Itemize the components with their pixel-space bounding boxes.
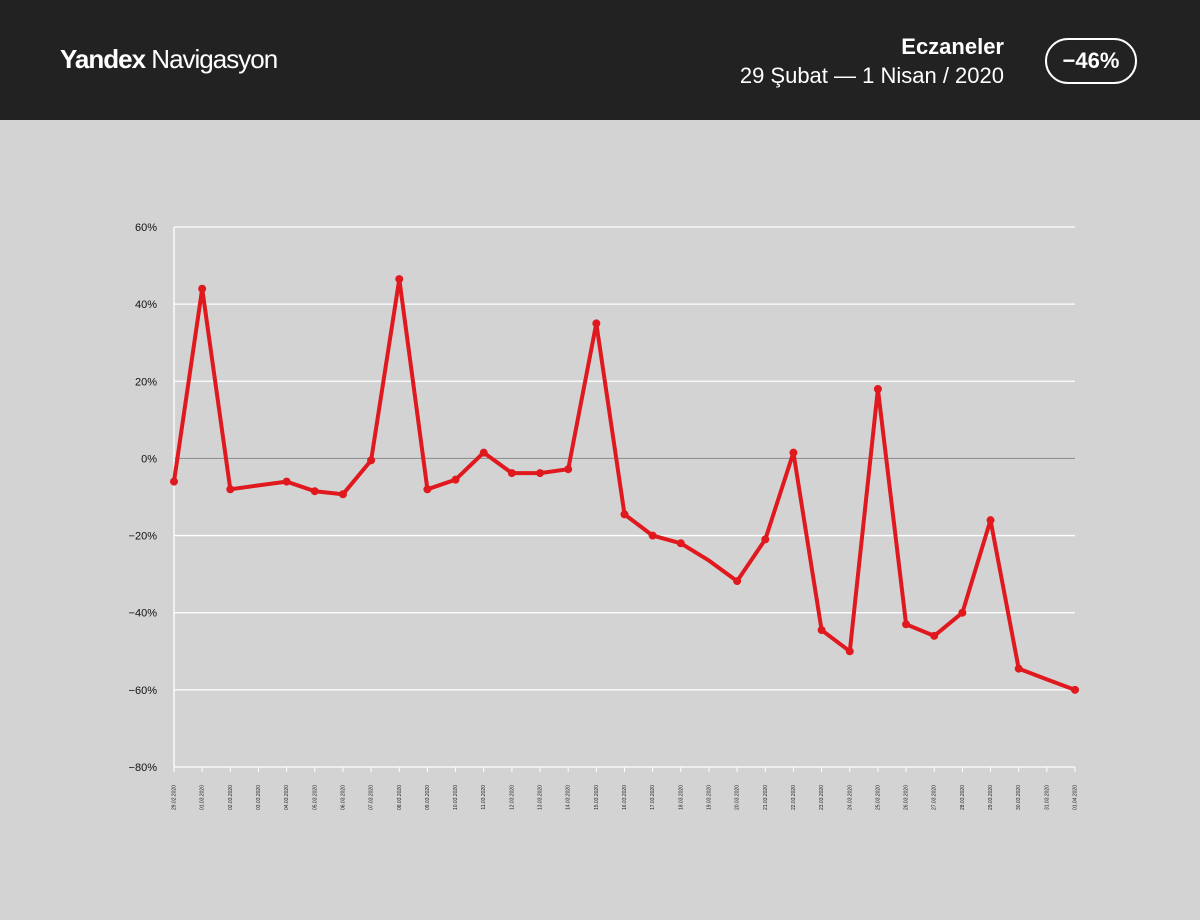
x-tick-label: 27.03.2020 xyxy=(932,785,938,810)
x-tick-label: 30.03.2020 xyxy=(1016,785,1022,810)
data-point xyxy=(507,469,516,478)
x-tick-label: 06.03.2020 xyxy=(340,785,346,810)
x-tick-label: 01.03.2020 xyxy=(200,785,206,810)
data-point xyxy=(226,485,235,494)
x-tick-labels: 29.02.2020 01.03.2020 02.03.2020 03.03.2020… xyxy=(172,785,1079,810)
data-point xyxy=(845,647,854,656)
data-point xyxy=(310,487,319,496)
data-point xyxy=(395,275,404,284)
series-eczaneler xyxy=(170,275,1079,694)
data-point xyxy=(423,485,432,494)
change-badge: −46% xyxy=(1045,38,1137,84)
x-tick-label: 05.03.2020 xyxy=(312,785,318,810)
x-tick-label: 16.03.2020 xyxy=(622,785,628,810)
data-point xyxy=(986,516,995,525)
date-range: 29 Şubat — 1 Nisan / 2020 xyxy=(739,63,1004,88)
x-tick-label: 07.03.2020 xyxy=(369,785,375,810)
y-tick-label: 40% xyxy=(135,299,157,311)
x-tick-label: 23.03.2020 xyxy=(819,785,825,810)
brand-logo: Yandex Navigasyon xyxy=(60,44,278,75)
page-title: Eczaneler xyxy=(901,34,1004,59)
x-tick-label: 13.03.2020 xyxy=(538,785,544,810)
data-point xyxy=(789,448,798,457)
x-tick-label: 02.03.2020 xyxy=(228,785,234,810)
x-tick-label: 31.03.2020 xyxy=(1044,785,1050,810)
x-tick-label: 19.03.2020 xyxy=(706,785,712,810)
y-tick-label: −40% xyxy=(129,608,158,620)
x-tick-label: 24.03.2020 xyxy=(847,785,853,810)
x-tick-label: 11.03.2020 xyxy=(481,785,487,810)
y-tick-labels: 60% 40% 20% 0% −20% −40% −60% −80% xyxy=(129,222,158,774)
data-point xyxy=(761,535,770,544)
y-tick-label: −20% xyxy=(129,531,158,543)
data-point xyxy=(367,456,376,465)
y-tick-label: 0% xyxy=(141,453,157,465)
series-line xyxy=(172,277,1077,692)
data-point xyxy=(592,319,601,328)
x-tick-label: 18.03.2020 xyxy=(678,785,684,810)
data-point xyxy=(930,631,939,640)
x-tick-label: 29.02.2020 xyxy=(172,785,178,810)
x-tick-label: 17.03.2020 xyxy=(650,785,656,810)
x-tick-label: 29.03.2020 xyxy=(988,785,994,810)
x-tick-label: 12.03.2020 xyxy=(509,785,515,810)
y-tick-label: −80% xyxy=(129,762,158,774)
data-point xyxy=(648,531,657,540)
data-point xyxy=(1071,685,1079,694)
data-point xyxy=(198,284,207,293)
data-point xyxy=(479,448,488,457)
data-point xyxy=(817,626,826,635)
x-tick-label: 20.03.2020 xyxy=(735,785,741,810)
x-tick-label: 22.03.2020 xyxy=(791,785,797,810)
x-tick-label: 26.03.2020 xyxy=(904,785,910,810)
data-point xyxy=(873,385,882,393)
y-tick-label: 20% xyxy=(135,376,157,388)
x-tick-label: 21.03.2020 xyxy=(763,785,769,810)
data-point xyxy=(733,577,742,586)
data-point xyxy=(536,469,545,478)
x-tick-label: 10.03.2020 xyxy=(453,785,459,810)
x-tick-label: 09.03.2020 xyxy=(425,785,431,810)
brand-name-bold: Yandex xyxy=(60,44,146,74)
data-point xyxy=(620,510,629,519)
y-tick-label: 60% xyxy=(135,222,157,234)
x-tick-label: 15.03.2020 xyxy=(594,785,600,810)
x-tick-label: 04.03.2020 xyxy=(284,785,290,810)
axes xyxy=(173,227,1076,772)
data-point xyxy=(958,608,967,617)
data-point xyxy=(338,490,347,499)
data-point xyxy=(564,465,573,474)
brand-name-regular: Navigasyon xyxy=(151,44,278,74)
grid-lines xyxy=(174,226,1075,691)
data-point xyxy=(676,539,685,548)
data-point xyxy=(170,477,178,486)
data-point xyxy=(451,475,460,484)
x-tick-label: 28.03.2020 xyxy=(960,785,966,810)
y-tick-label: −60% xyxy=(129,685,158,697)
header-bar: Yandex Navigasyon Eczaneler 29 Şubat — 1… xyxy=(0,0,1200,120)
data-point xyxy=(902,620,911,629)
data-point xyxy=(282,477,291,486)
x-tick-label: 08.03.2020 xyxy=(397,785,403,810)
x-tick-label: 14.03.2020 xyxy=(566,785,572,810)
x-tick-label: 01.04.2020 xyxy=(1073,785,1079,810)
data-point xyxy=(1014,664,1023,673)
x-tick-label: 03.03.2020 xyxy=(256,785,262,810)
line-chart: 60% 40% 20% 0% −20% −40% −60% −80% 29.02.2020 01… xyxy=(129,222,1079,810)
x-tick-label: 25.03.2020 xyxy=(875,785,881,810)
